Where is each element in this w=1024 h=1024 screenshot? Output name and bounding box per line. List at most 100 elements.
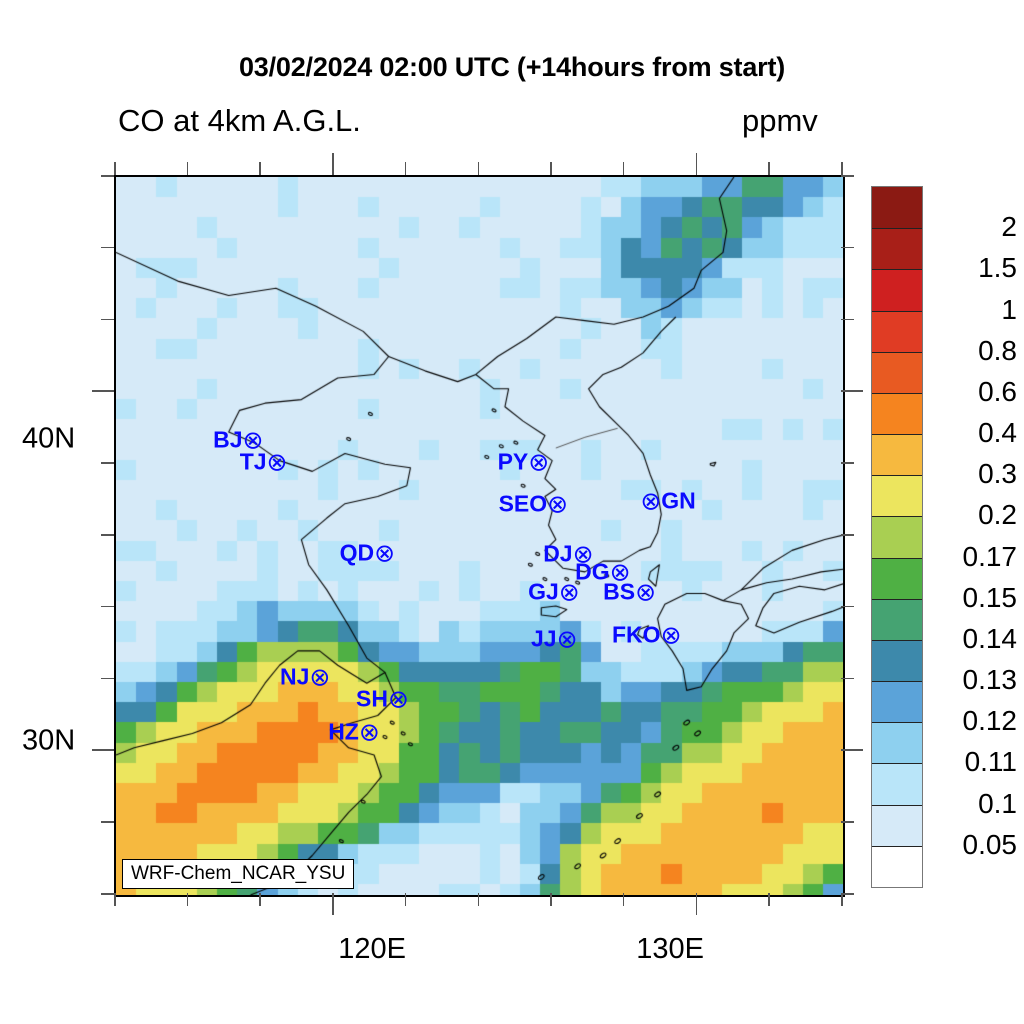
x-tick-top xyxy=(332,153,334,175)
colorbar-band xyxy=(872,434,922,476)
x-tick-top xyxy=(841,162,843,175)
colorbar-tick-label: 0.4 xyxy=(978,417,1017,449)
station-marker-tj[interactable]: TJ⊗ xyxy=(240,450,288,475)
station-marker-nj[interactable]: NJ⊗ xyxy=(280,665,330,691)
page-title: 03/02/2024 02:00 UTC (+14hours from star… xyxy=(238,52,786,82)
colorbar-tick-label: 0.1 xyxy=(978,787,1017,819)
station-site-icon: ⊗ xyxy=(528,448,550,477)
y-tick-right xyxy=(841,749,863,751)
station-site-icon: ⊗ xyxy=(547,490,569,519)
station-label: PY xyxy=(497,448,529,475)
x-tick-top xyxy=(550,162,552,175)
colorbar-band xyxy=(872,351,922,393)
colorbar-band xyxy=(872,845,922,887)
colorbar-band xyxy=(872,639,922,682)
y-tick-left xyxy=(101,677,114,680)
colorbar-tick-label: 0.8 xyxy=(978,334,1017,366)
units-label: ppmv xyxy=(742,103,818,138)
x-axis-label: 130E xyxy=(636,933,705,965)
y-tick-right xyxy=(841,677,854,680)
colorbar-tick-label: 0.11 xyxy=(964,746,1017,778)
station-marker-gn[interactable]: ⊗GN xyxy=(640,489,695,514)
colorbar-labels: 2 1.5 1 0.8 0.6 0.4 0.3 0.2 0.17 0.15 0.14 0.13 0.12… xyxy=(925,186,1018,886)
station-site-icon: ⊗ xyxy=(556,625,578,654)
x-tick-bottom xyxy=(622,893,625,906)
station-label: GJ xyxy=(528,578,559,605)
x-tick-top xyxy=(114,162,116,175)
x-axis-label: 120E xyxy=(338,933,406,965)
colorbar-tick-label: 0.12 xyxy=(962,705,1018,737)
y-axis-label: 30N xyxy=(22,724,76,757)
station-label: BJ xyxy=(213,426,243,453)
y-tick-right xyxy=(841,246,854,249)
y-tick-left xyxy=(92,390,114,392)
y-tick-left xyxy=(92,749,114,751)
station-marker-seo[interactable]: SEO⊗ xyxy=(499,490,569,519)
colorbar-tick-label: 0.15 xyxy=(962,581,1018,613)
y-axis-label: 40N xyxy=(22,422,76,455)
station-label: QD xyxy=(339,539,375,566)
x-tick-bottom xyxy=(477,893,480,906)
y-tick-left xyxy=(101,175,114,177)
colorbar-tick-label: 0.13 xyxy=(962,664,1018,696)
x-tick-bottom xyxy=(404,893,407,906)
x-tick-bottom xyxy=(259,893,261,906)
y-tick-left xyxy=(101,462,114,464)
x-tick-top xyxy=(404,162,407,175)
station-site-icon: ⊗ xyxy=(374,539,396,568)
station-label: BS xyxy=(603,578,636,605)
station-marker-bs[interactable]: BS⊗ xyxy=(603,580,656,605)
model-attribution-tag: WRF-Chem_NCAR_YSU xyxy=(122,859,355,889)
station-site-icon: ⊗ xyxy=(242,426,264,455)
x-tick-top xyxy=(186,162,189,175)
station-label: SH xyxy=(355,685,388,712)
y-tick-left xyxy=(101,318,114,321)
y-tick-left xyxy=(101,821,114,823)
colorbar-band xyxy=(872,598,922,640)
x-tick-bottom xyxy=(841,893,843,906)
colorbar[interactable] xyxy=(871,186,923,888)
station-marker-fko[interactable]: FKO⊗ xyxy=(612,623,682,648)
station-marker-sh[interactable]: SH⊗ xyxy=(356,687,409,712)
x-tick-bottom xyxy=(550,893,552,906)
map-plot-area[interactable]: BJ⊗ TJ⊗ PY⊗ SEO⊗ ⊗GN QD⊗ DJ⊗ DG⊗ GJ⊗ BS⊗ JJ⊗ FKO⊗ NJ… xyxy=(114,175,845,897)
colorbar-band xyxy=(872,228,922,270)
station-marker-bj[interactable]: BJ⊗ xyxy=(213,426,264,455)
x-tick-bottom xyxy=(186,893,189,906)
station-site-icon: ⊗ xyxy=(558,578,580,607)
station-marker-jj[interactable]: JJ⊗ xyxy=(531,625,578,654)
station-marker-dj[interactable]: DJ⊗ xyxy=(543,540,594,569)
y-tick-left xyxy=(101,893,114,895)
colorbar-tick-label: 0.3 xyxy=(978,458,1017,490)
y-tick-right xyxy=(841,893,854,895)
station-site-icon: ⊗ xyxy=(660,621,682,650)
variable-label: CO at 4km A.G.L. xyxy=(118,103,361,138)
x-tick-bottom xyxy=(332,893,334,915)
station-marker-dg[interactable]: DG⊗ xyxy=(575,560,630,585)
x-tick-bottom xyxy=(114,893,116,906)
y-tick-right xyxy=(841,534,854,536)
station-label: GN xyxy=(661,487,696,514)
station-marker-gj[interactable]: GJ⊗ xyxy=(528,580,580,605)
colorbar-tick-label: 0.17 xyxy=(962,540,1018,572)
y-tick-right xyxy=(841,605,854,608)
colorbar-band xyxy=(872,763,922,805)
station-marker-hz[interactable]: HZ⊗ xyxy=(328,718,380,746)
y-tick-right xyxy=(841,462,854,464)
x-tick-top xyxy=(622,162,625,175)
station-marker-py[interactable]: PY⊗ xyxy=(498,450,550,475)
y-tick-right xyxy=(841,821,854,823)
station-site-icon: ⊗ xyxy=(572,540,594,569)
x-tick-top xyxy=(259,162,261,175)
station-marker-qd[interactable]: QD⊗ xyxy=(340,541,395,566)
y-tick-left xyxy=(101,246,114,249)
y-tick-left xyxy=(101,534,114,536)
station-label: HZ xyxy=(328,718,359,745)
station-site-icon: ⊗ xyxy=(635,578,657,607)
station-site-icon: ⊗ xyxy=(609,558,631,587)
y-tick-right xyxy=(841,318,854,321)
station-label: TJ xyxy=(239,448,267,475)
y-tick-right xyxy=(841,390,863,392)
station-site-icon: ⊗ xyxy=(387,685,409,714)
colorbar-tick-label: 0.6 xyxy=(978,375,1017,407)
